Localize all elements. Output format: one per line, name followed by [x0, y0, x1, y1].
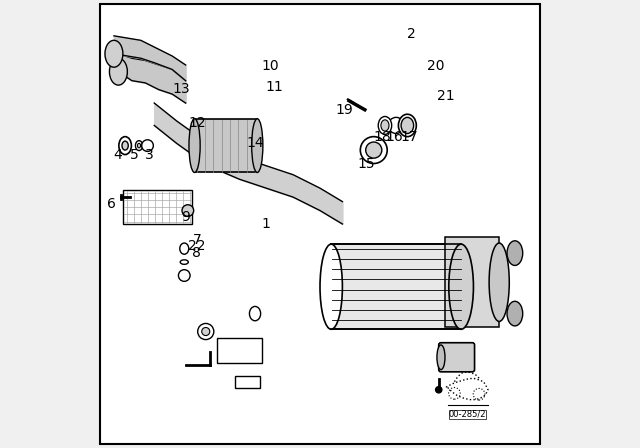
Ellipse shape	[381, 120, 389, 131]
Ellipse shape	[189, 119, 200, 172]
Circle shape	[388, 117, 404, 134]
Ellipse shape	[449, 244, 474, 329]
Text: 1: 1	[262, 217, 271, 231]
Text: 7: 7	[193, 233, 201, 247]
Text: 11: 11	[266, 80, 283, 95]
Text: 5: 5	[130, 147, 138, 162]
Ellipse shape	[119, 137, 131, 155]
Text: 2: 2	[408, 26, 416, 41]
Ellipse shape	[122, 141, 128, 150]
Ellipse shape	[489, 243, 509, 322]
Text: 4: 4	[113, 147, 122, 162]
Text: 21: 21	[436, 89, 454, 103]
Ellipse shape	[180, 260, 188, 264]
Circle shape	[198, 323, 214, 340]
Text: 9: 9	[181, 210, 190, 224]
Ellipse shape	[138, 143, 141, 148]
Ellipse shape	[136, 141, 143, 151]
Bar	[217, 338, 262, 363]
Text: 14: 14	[246, 136, 264, 151]
Ellipse shape	[507, 302, 523, 326]
Text: 15: 15	[357, 156, 375, 171]
Text: 22: 22	[188, 239, 205, 254]
FancyBboxPatch shape	[439, 343, 475, 372]
Ellipse shape	[437, 345, 445, 370]
Ellipse shape	[320, 244, 342, 329]
Text: 8: 8	[193, 246, 201, 260]
Ellipse shape	[109, 58, 127, 85]
Text: 20: 20	[427, 59, 444, 73]
Ellipse shape	[378, 116, 392, 134]
Ellipse shape	[252, 119, 263, 172]
Text: 3: 3	[145, 147, 153, 162]
Ellipse shape	[180, 243, 189, 254]
Text: 10: 10	[261, 59, 278, 73]
Circle shape	[365, 142, 382, 158]
Bar	[123, 190, 192, 224]
Ellipse shape	[401, 117, 413, 134]
Circle shape	[182, 205, 194, 216]
Ellipse shape	[507, 241, 523, 265]
Text: 16: 16	[385, 129, 403, 144]
Text: 13: 13	[172, 82, 190, 96]
Bar	[445, 237, 499, 327]
Ellipse shape	[105, 40, 123, 67]
Circle shape	[179, 270, 190, 281]
Bar	[332, 244, 461, 329]
Text: 00-285/2: 00-285/2	[449, 410, 486, 419]
Text: 19: 19	[336, 103, 353, 117]
Bar	[235, 376, 260, 388]
Text: 17: 17	[401, 129, 419, 144]
Ellipse shape	[398, 114, 416, 137]
Circle shape	[436, 387, 442, 393]
Circle shape	[141, 140, 154, 151]
Circle shape	[360, 137, 387, 164]
Text: 12: 12	[188, 116, 205, 130]
Bar	[195, 119, 257, 172]
Ellipse shape	[250, 306, 260, 321]
Circle shape	[202, 327, 210, 336]
Text: 18: 18	[374, 129, 392, 144]
Text: 6: 6	[108, 197, 116, 211]
